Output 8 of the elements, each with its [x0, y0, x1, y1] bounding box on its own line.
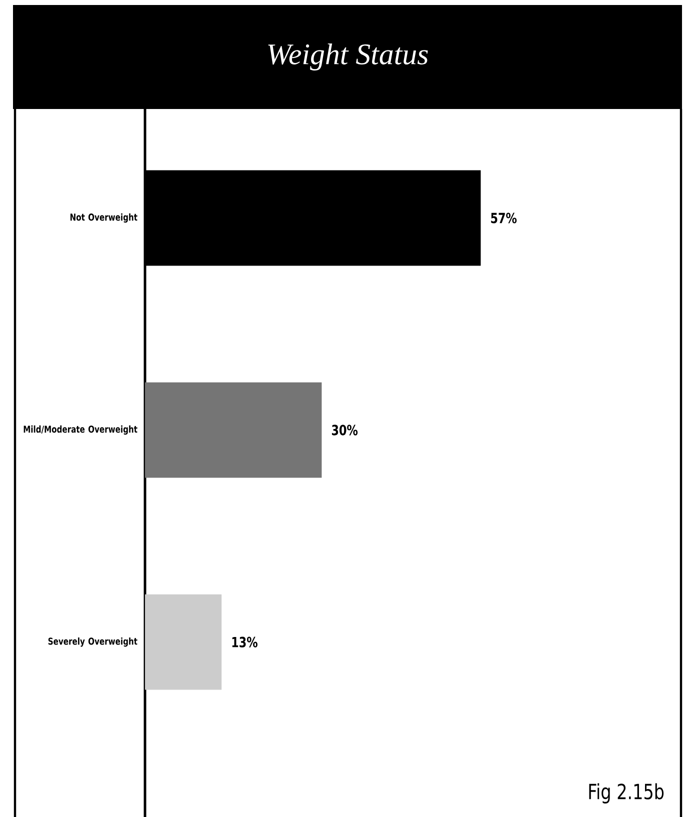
y-tick-label: Severely Overweight	[48, 637, 138, 647]
chart-title: Weight Status	[268, 43, 428, 71]
data-label: 30%	[332, 424, 358, 436]
annotation: Fig 2.15b	[589, 783, 664, 804]
y-tick-label: Not Overweight	[70, 213, 138, 223]
y-tick-label: Mild/Moderate Overweight	[24, 425, 138, 435]
data-label: 13%	[232, 636, 258, 648]
data-label: 57%	[491, 212, 517, 224]
